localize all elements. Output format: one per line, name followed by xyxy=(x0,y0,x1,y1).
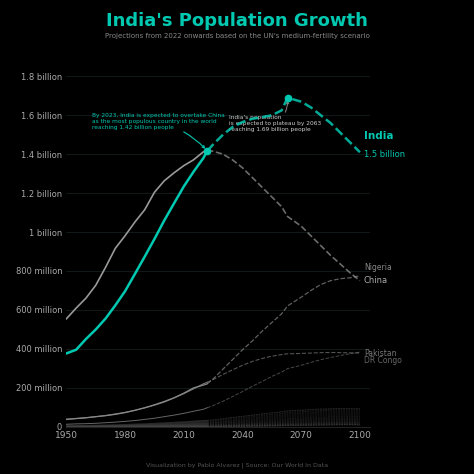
Text: India's Population Growth: India's Population Growth xyxy=(106,12,368,30)
Text: Projections from 2022 onwards based on the UN's medium-fertility scenario: Projections from 2022 onwards based on t… xyxy=(105,33,369,39)
Text: China: China xyxy=(364,276,388,285)
Text: By 2023, India is expected to overtake China
as the most populous country in the: By 2023, India is expected to overtake C… xyxy=(92,113,225,148)
Text: Pakistan: Pakistan xyxy=(364,348,396,357)
Text: India: India xyxy=(364,130,393,141)
Text: DR Congo: DR Congo xyxy=(364,356,402,365)
Text: 1.5 billion: 1.5 billion xyxy=(364,150,405,159)
Point xyxy=(203,147,211,155)
Text: Nigeria: Nigeria xyxy=(364,263,392,272)
Text: Visualization by Pablo Alvarez | Source: Our World In Data: Visualization by Pablo Alvarez | Source:… xyxy=(146,463,328,468)
Point xyxy=(284,94,292,101)
Text: India's population
is expected to plateau by 2063
reaching 1.69 billion people: India's population is expected to platea… xyxy=(229,101,321,132)
